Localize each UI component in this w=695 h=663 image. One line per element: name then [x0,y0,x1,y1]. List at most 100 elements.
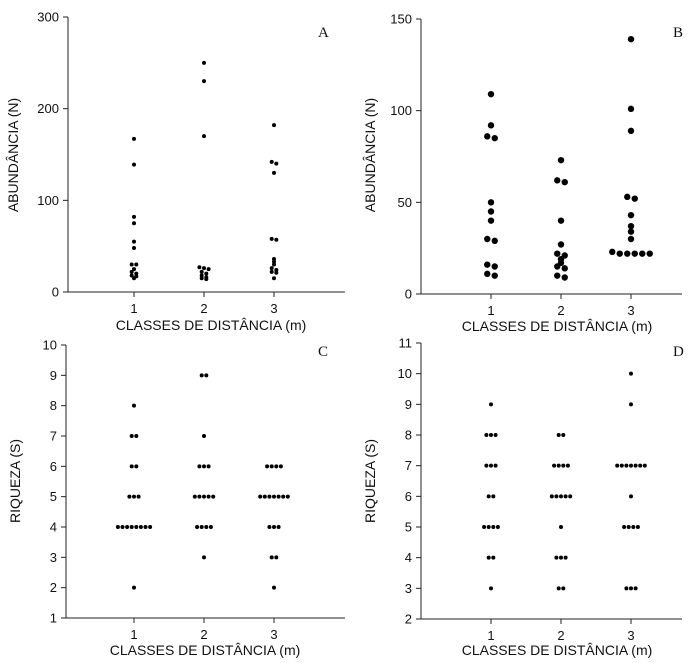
data-point [129,434,134,438]
data-point [629,494,633,499]
data-point [272,585,276,590]
data-point [484,235,491,243]
data-point [619,463,624,468]
data-point [132,276,136,281]
data-point [626,525,631,529]
data-point [202,60,206,65]
data-point [134,262,139,267]
data-point [633,463,638,468]
y-tick-label: 4 [405,550,412,565]
data-point [631,250,638,257]
data-point [554,272,561,279]
data-point [132,403,136,408]
data-point [134,525,139,529]
data-point [491,555,496,560]
data-point [487,122,495,129]
data-point [285,494,290,499]
data-point [639,250,646,257]
data-point [274,161,279,166]
data-point [624,193,631,201]
data-point [267,494,272,499]
data-point [272,262,276,267]
data-point [563,555,568,560]
data-point [269,269,274,274]
data-point [272,257,276,261]
data-point [554,555,559,560]
x-tick-label: 1 [130,627,137,642]
data-point [557,217,565,224]
data-point [281,494,286,499]
y-tick-label: 50 [398,195,412,210]
data-point [484,463,489,468]
data-point [138,525,143,529]
data-point [202,79,206,84]
data-point [269,159,274,164]
data-point [487,208,495,215]
data-point [552,463,557,468]
x-axis-label: CLASSES DE DISTÂNCIA (m) [462,642,653,658]
data-point [627,235,635,243]
x-tick-label: 2 [200,301,207,316]
data-point [134,434,139,438]
data-point [624,463,629,468]
data-point [609,248,616,256]
data-point [206,464,211,469]
data-point [631,525,636,529]
data-point [199,525,204,529]
data-point [265,464,270,469]
data-point [199,276,204,281]
x-tick-label: 1 [130,301,137,316]
data-point [195,525,200,529]
data-point [276,525,281,529]
data-point [561,265,568,272]
data-point [143,525,148,529]
data-point [208,525,213,529]
panel-letter: A [318,25,329,41]
data-point [568,494,573,499]
data-point [624,586,629,591]
data-point [554,250,561,257]
data-point [487,90,495,98]
data-point [269,236,274,241]
data-point [274,237,279,242]
data-point [557,241,565,248]
x-tick-label: 1 [487,628,494,643]
data-point [493,463,498,468]
y-tick-label: 7 [405,458,412,473]
data-point [274,464,279,469]
data-point [274,555,279,560]
data-point [202,434,206,438]
data-point [559,525,563,529]
data-point [565,463,570,468]
data-point [206,494,211,499]
data-point [624,250,631,257]
data-point [493,433,498,437]
data-point [486,555,491,560]
data-point [272,494,276,499]
x-axis-label: CLASSES DE DISTÂNCIA (m) [110,642,301,658]
y-tick-label: 200 [37,101,59,116]
x-tick-label: 3 [627,628,634,643]
y-tick-label: 2 [405,612,412,627]
data-point [204,271,209,276]
y-tick-label: 6 [50,459,57,474]
data-point [556,463,561,468]
data-point [129,273,134,278]
data-point [556,433,561,437]
data-point [489,586,493,591]
data-point [491,263,498,270]
y-tick-label: 9 [50,368,57,383]
y-tick-label: 4 [50,520,57,535]
data-point [272,525,276,529]
data-point [484,133,491,140]
y-tick-label: 2 [50,580,57,595]
data-point [627,222,635,230]
panel-letter: B [673,25,683,41]
data-point [129,525,134,529]
data-point [199,273,204,278]
data-point [561,586,566,591]
data-point [629,371,633,376]
data-point [484,270,491,278]
